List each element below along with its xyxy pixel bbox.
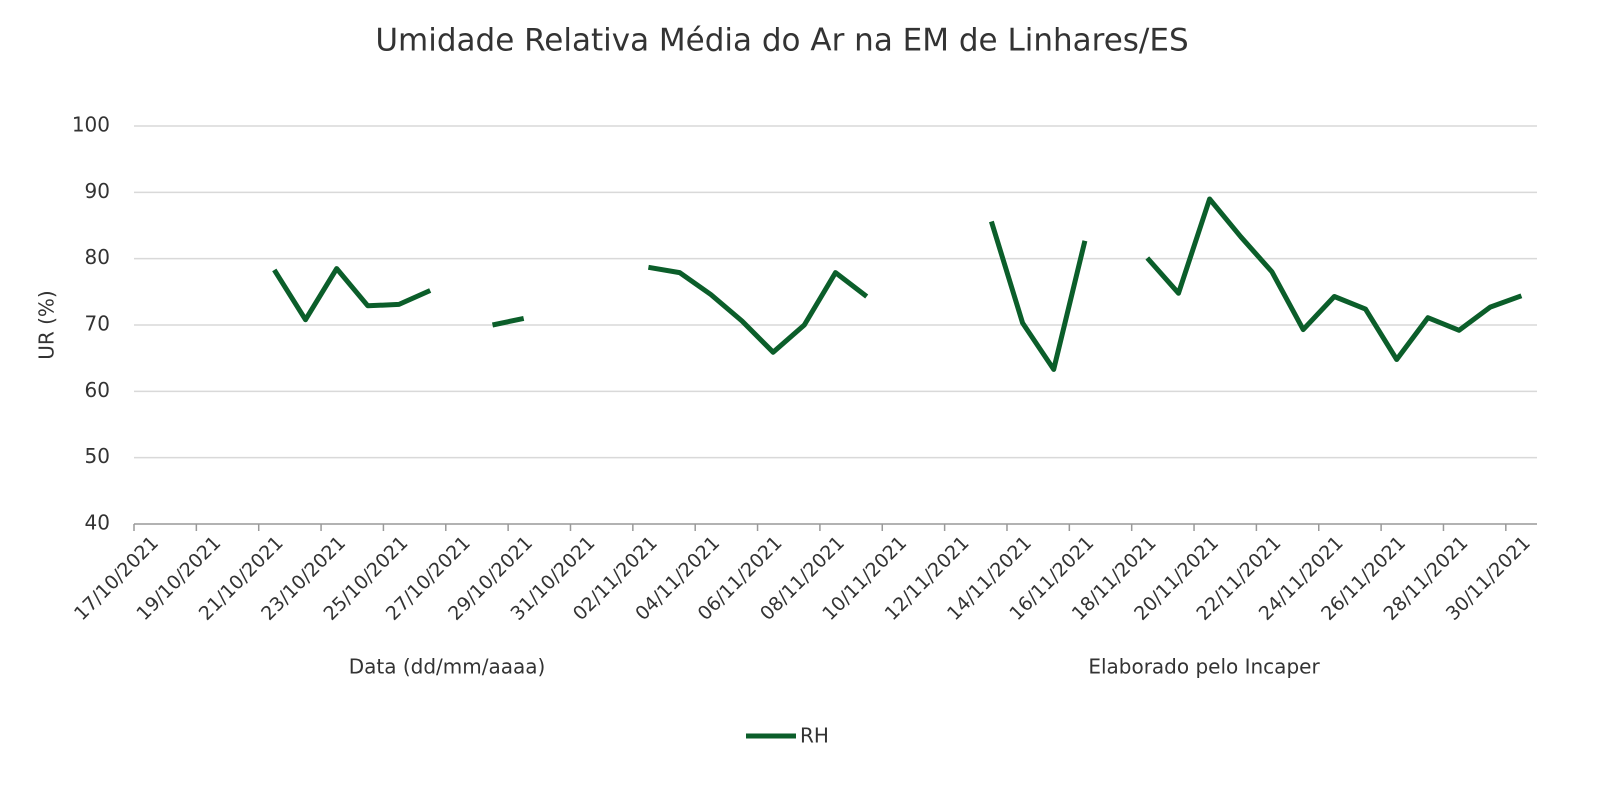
annotation: Elaborado pelo Incaper xyxy=(1088,655,1320,679)
y-tick-label: 80 xyxy=(85,245,110,269)
y-tick-label: 100 xyxy=(72,113,110,137)
y-tick-label: 40 xyxy=(85,511,110,535)
y-tick-label: 90 xyxy=(85,179,110,203)
chart-title: Umidade Relativa Média do Ar na EM de Li… xyxy=(375,23,1188,59)
y-axis-label: UR (%) xyxy=(35,290,59,360)
legend-label: RH xyxy=(800,724,829,748)
y-tick-label: 50 xyxy=(85,444,110,468)
annotation: Data (dd/mm/aaaa) xyxy=(349,655,546,679)
y-tick-label: 70 xyxy=(85,312,110,336)
line xyxy=(272,196,1523,372)
y-tick-label: 60 xyxy=(85,378,110,402)
